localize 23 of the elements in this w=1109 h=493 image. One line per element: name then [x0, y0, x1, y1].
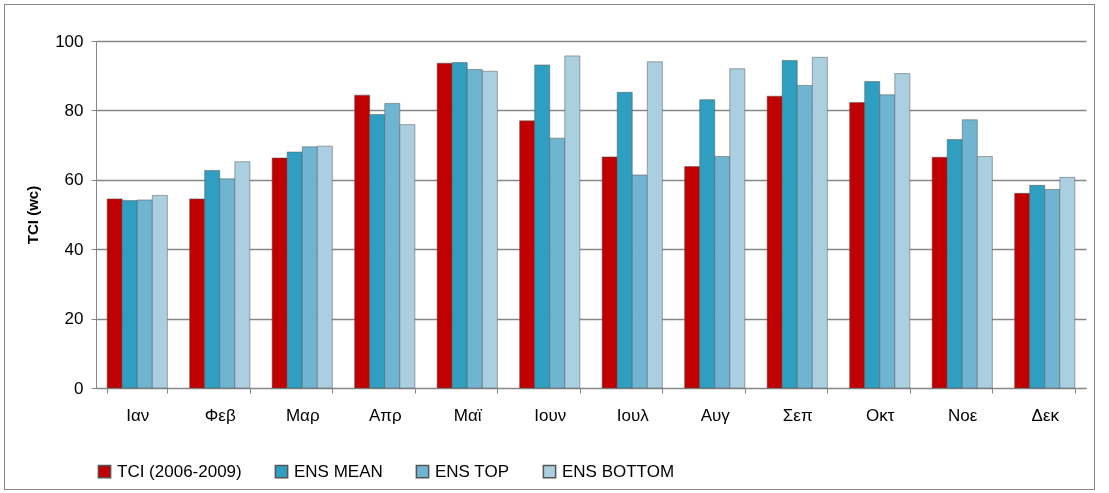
x-tick-label: Σεπ — [782, 405, 813, 425]
x-tick-label: Οκτ — [866, 405, 895, 425]
x-tick-label: Ιουν — [534, 405, 567, 425]
x-tick-label: Μαρ — [285, 405, 320, 425]
y-tick-label: 0 — [74, 378, 84, 398]
x-tick-label: Δεκ — [1031, 405, 1060, 425]
y-tick-label: 40 — [64, 239, 84, 259]
legend-label: ENS MEAN — [294, 461, 383, 481]
x-tick-label: Μαϊ — [453, 405, 483, 425]
legend-label: ENS BOTTOM — [562, 461, 675, 481]
x-tick-label: Αυγ — [700, 405, 731, 425]
y-tick-label: 100 — [55, 31, 84, 51]
x-tick-label: Απρ — [368, 405, 402, 425]
y-tick-label: 60 — [64, 170, 84, 190]
y-tick-label: 20 — [64, 309, 84, 329]
y-tick-label: 80 — [64, 100, 84, 120]
y-axis-title: TCI (wc) — [24, 185, 42, 245]
legend-label: TCI (2006-2009) — [117, 461, 242, 481]
x-tick-label: Ιαν — [126, 405, 150, 425]
x-tick-label: Νοε — [948, 405, 978, 425]
x-tick-label: Ιουλ — [616, 405, 650, 425]
x-tick-label: Φεβ — [204, 405, 236, 425]
legend-label: ENS TOP — [435, 461, 510, 481]
